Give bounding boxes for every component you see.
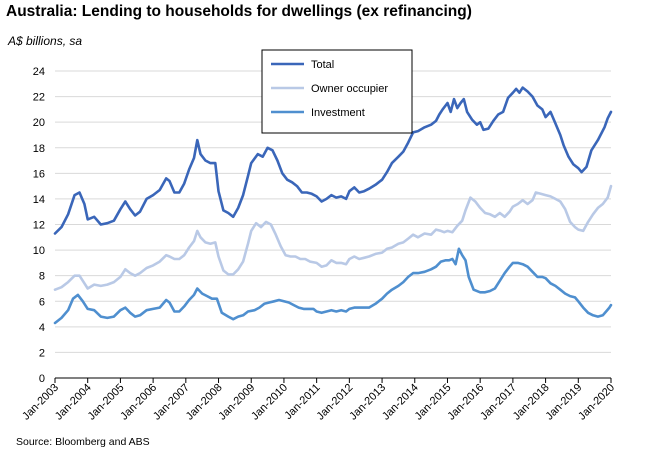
chart-title: Australia: Lending to households for dwe…	[6, 3, 472, 20]
legend-label-owner-occupier: Owner occupier	[311, 83, 388, 95]
x-axis-ticks: Jan-2003Jan-2004Jan-2005Jan-2006Jan-2007…	[20, 378, 617, 423]
y-tick-label: 10	[33, 245, 45, 257]
y-tick-label: 18	[33, 143, 45, 155]
series-line-owner-occupier	[53, 184, 613, 291]
x-tick-label: Jan-2020	[576, 382, 617, 423]
legend-label-total: Total	[311, 59, 334, 71]
y-tick-label: 24	[33, 66, 45, 78]
x-tick-label: Jan-2010	[249, 382, 290, 423]
source-note: Source: Bloomberg and ABS	[16, 436, 150, 448]
y-tick-label: 4	[39, 322, 45, 334]
legend-label-investment: Investment	[311, 107, 365, 119]
y-tick-label: 8	[39, 271, 45, 283]
series-lines	[53, 86, 613, 325]
y-axis-unit-label: A$ billions, sa	[8, 34, 83, 48]
y-tick-label: 16	[33, 168, 45, 180]
y-tick-label: 6	[39, 296, 45, 308]
y-tick-label: 22	[33, 92, 45, 104]
legend: Total Owner occupier Investment	[261, 49, 413, 134]
y-tick-label: 2	[39, 347, 45, 359]
y-tick-label: 14	[33, 194, 45, 206]
series-line-investment	[53, 247, 613, 325]
y-tick-label: 20	[33, 117, 45, 129]
y-tick-label: 0	[39, 373, 45, 385]
y-tick-label: 12	[33, 220, 45, 232]
series-line-total	[53, 86, 613, 235]
